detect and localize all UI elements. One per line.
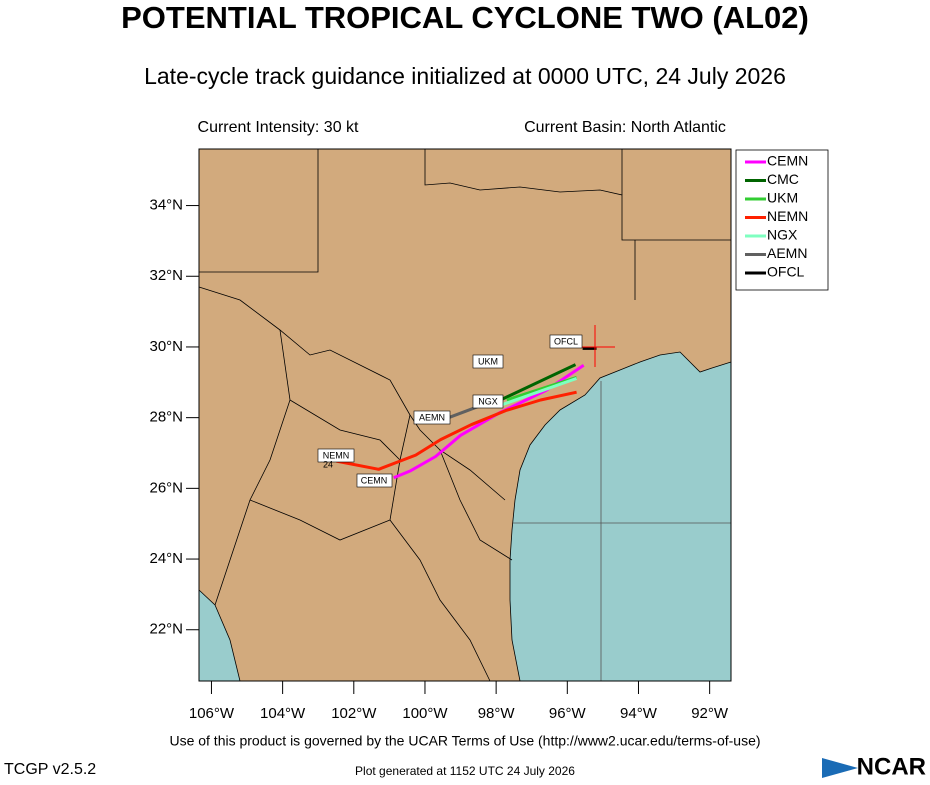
y-tick-label: 30°N — [149, 338, 183, 355]
annotations: OFCL UKM NGX AEMN NEMN 24 CEMN — [317, 334, 583, 488]
legend-label: AEMN — [767, 245, 807, 261]
legend-label: CEMN — [767, 153, 808, 169]
y-tick-label: 24°N — [149, 550, 183, 567]
annotation: 24 — [323, 459, 333, 469]
chart-subtitle: Late-cycle track guidance initialized at… — [144, 63, 786, 89]
y-tick-label: 32°N — [149, 267, 183, 284]
track-line — [499, 376, 578, 407]
chart-title: POTENTIAL TROPICAL CYCLONE TWO (AL02) — [121, 0, 809, 35]
y-tick-label: 22°N — [149, 621, 183, 638]
track-line — [336, 390, 577, 471]
annotation: UKM — [478, 356, 498, 366]
x-tick-label: 92°W — [691, 705, 729, 722]
y-tick-label: 34°N — [149, 197, 183, 214]
terms: Use of this product is governed by the U… — [169, 733, 760, 749]
ocean — [509, 351, 732, 682]
x-tick-label: 100°W — [402, 705, 448, 722]
legend-label: NGX — [767, 227, 798, 243]
x-tick-label: 102°W — [331, 705, 377, 722]
generated: Plot generated at 1152 UTC 24 July 2026 — [355, 764, 575, 778]
annotation: OFCL — [554, 336, 578, 346]
intensity: Current Intensity: 30 kt — [198, 119, 360, 136]
annotation: AEMN — [419, 412, 445, 422]
track-line — [499, 363, 577, 402]
x-tick-label: 104°W — [260, 705, 306, 722]
logo-text: NCAR — [857, 753, 926, 780]
x-tick-label: 94°W — [620, 705, 658, 722]
legend-label: UKM — [767, 190, 798, 206]
legend-label: OFCL — [767, 264, 805, 280]
version: TCGP v2.5.2 — [4, 761, 96, 778]
logo: NCAR — [822, 753, 926, 780]
legend: CEMN CMC UKM NEMN NGX AEMN OFCL — [735, 149, 829, 291]
y-tick-label: 26°N — [149, 479, 183, 496]
basin: Current Basin: North Atlantic — [524, 119, 726, 136]
y-tick-label: 28°N — [149, 409, 183, 426]
annotation: NGX — [478, 396, 498, 406]
legend-box — [735, 149, 829, 291]
grid — [513, 381, 731, 681]
plot-frame — [198, 148, 732, 682]
legend-label: CMC — [767, 171, 799, 187]
legend-label: NEMN — [767, 208, 808, 224]
x-tick-label: 98°W — [478, 705, 516, 722]
x-tick-label: 106°W — [189, 705, 235, 722]
map — [198, 148, 732, 682]
annotation: CEMN — [361, 475, 388, 485]
borders — [198, 149, 731, 682]
annotation: NEMN — [323, 450, 350, 460]
x-tick-label: 96°W — [549, 705, 587, 722]
